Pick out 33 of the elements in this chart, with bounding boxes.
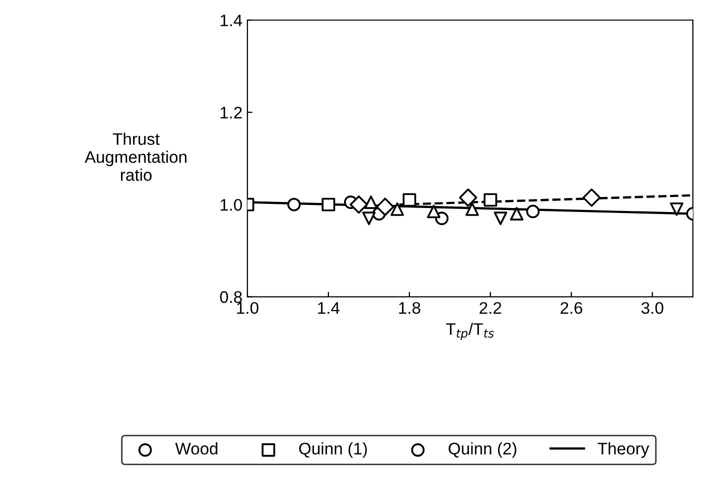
x-tick-label: 3.0	[641, 302, 664, 314]
point	[322, 198, 336, 212]
point	[402, 193, 416, 207]
y-tick-label: 1.0	[220, 198, 242, 211]
point	[484, 193, 498, 207]
point	[362, 212, 376, 226]
x-tick-label: 2.6	[560, 302, 582, 314]
x-tick-label: 1.0	[237, 302, 258, 314]
point	[426, 204, 440, 218]
point	[287, 198, 301, 212]
point	[494, 212, 508, 226]
y-tick-label: 1.2	[220, 106, 242, 118]
point	[670, 202, 684, 216]
x-tick-label: 2.2	[480, 302, 502, 314]
point	[526, 204, 540, 218]
x-axis-title: T$_{tp}$/T$_{ts}$	[446, 322, 494, 340]
legend-label: Quinn (1)	[299, 442, 367, 458]
point	[582, 188, 601, 207]
x-tick-label: 1.8	[399, 302, 420, 314]
point	[350, 195, 368, 214]
y-axis-title: Thrust Augmentation ratio	[84, 132, 186, 181]
legend-label: Quinn (2)	[448, 442, 516, 458]
legend-label: Wood	[175, 442, 218, 455]
point	[459, 188, 478, 207]
y-tick-label: 1.4	[220, 14, 242, 26]
point	[510, 207, 524, 220]
point	[390, 202, 404, 216]
point	[465, 202, 479, 216]
y-tick-label: 0.8	[220, 291, 242, 303]
point	[364, 196, 378, 209]
point	[376, 198, 394, 216]
x-tick-label: 1.4	[318, 302, 340, 314]
legend-label: Theory	[598, 442, 650, 458]
